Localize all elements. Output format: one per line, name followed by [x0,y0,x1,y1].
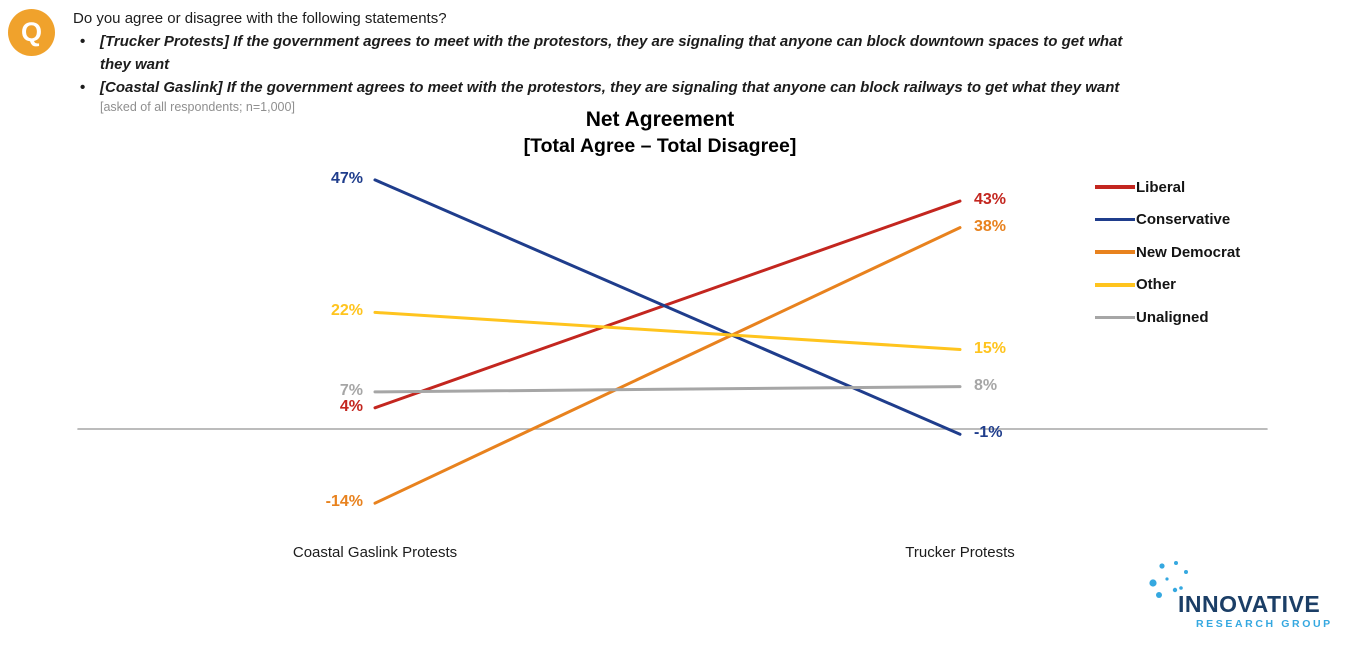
question-badge: Q [8,9,55,56]
logo-tagline: RESEARCH GROUP [1196,618,1333,630]
value-label-right-other: 15% [974,339,1007,357]
question-bullet-coastal: • [Coastal Gaslink] If the government ag… [73,76,1253,99]
axis-label-trucker: Trucker Protests [905,544,1015,561]
axis-label-coastal-gaslink: Coastal Gaslink Protests [292,544,458,561]
value-label-left-conservative: 47% [330,169,363,187]
legend-swatch-icon [1095,185,1135,189]
series-line-liberal [373,199,962,410]
question-badge-letter: Q [20,17,42,47]
legend-label: Unaligned [1136,308,1209,326]
chart-title-block: Net Agreement [Total Agree – Total Disag… [455,107,865,159]
legend-label: New Democrat [1136,243,1241,261]
series-line-new-democrat [373,226,962,505]
legend-label: Other [1136,276,1177,294]
logo-wordmark: INNOVATIVE [1178,591,1321,617]
chart-subtitle: [Total Agree – Total Disagree] [523,135,797,157]
series-line-unaligned [373,385,962,394]
logo-dots-icon [1149,561,1188,598]
value-label-left-other: 22% [330,302,363,320]
series-line-other [373,310,962,351]
legend-item-unaligned: Unaligned [1095,307,1209,327]
question-bullet-text: [Trucker Protests] If the government agr… [100,33,1123,73]
series-line-conservative [373,178,962,436]
legend-label: Conservative [1136,211,1231,229]
value-label-left-liberal: 4% [339,397,363,415]
legend-item-other: Other [1095,275,1176,295]
bullet-marker: • [80,33,86,50]
value-label-left-unaligned: 7% [339,381,363,399]
question-bullet-text: [Coastal Gaslink] If the government agre… [100,79,1120,96]
value-label-right-new-democrat: 38% [974,217,1007,235]
legend-item-liberal: Liberal [1095,177,1185,197]
question-intro: Do you agree or disagree with the follow… [73,10,447,27]
value-label-right-unaligned: 8% [974,376,998,394]
legend-swatch-icon [1095,315,1135,320]
innovative-research-group-logo: INNOVATIVE RESEARCH GROUP [1140,552,1345,640]
question-block: Do you agree or disagree with the follow… [73,7,1253,115]
bullet-marker: • [80,79,86,96]
legend-swatch-icon [1095,283,1135,287]
legend-swatch-icon [1095,250,1135,254]
legend-item-conservative: Conservative [1095,210,1230,230]
value-label-right-liberal: 43% [974,191,1007,209]
value-label-right-conservative: -1% [974,424,1003,442]
sample-note: [asked of all respondents; n=1,000] [100,100,295,114]
value-label-left-new-democrat: -14% [325,493,363,511]
legend-item-new-democrat: New Democrat [1095,242,1240,262]
legend-label: Liberal [1136,178,1186,196]
chart-title: Net Agreement [585,108,735,131]
legend-swatch-icon [1095,217,1135,222]
question-bullet-trucker: • [Trucker Protests] If the government a… [73,30,1253,76]
